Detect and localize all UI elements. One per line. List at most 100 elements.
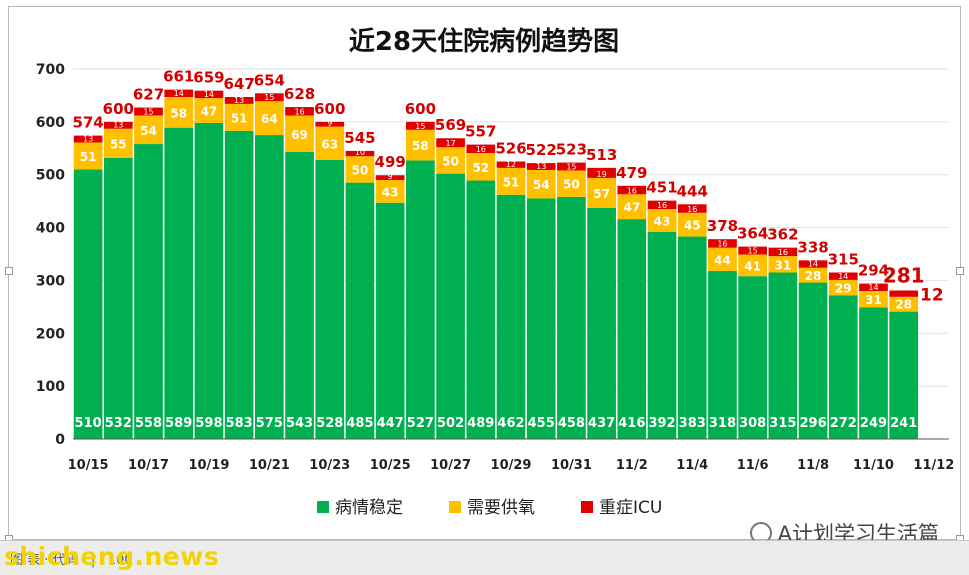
data-label-stable: 437 <box>588 416 615 431</box>
data-label-icu: 16 <box>687 205 697 214</box>
bar-segment <box>768 247 798 257</box>
data-label-oxygen: 63 <box>321 137 338 151</box>
resize-handle-right[interactable] <box>956 267 964 275</box>
bar-segment <box>285 107 314 116</box>
data-label-oxygen: 31 <box>775 258 792 272</box>
bar-segment <box>828 279 858 296</box>
data-label-icu: 15 <box>566 162 576 171</box>
data-label-oxygen: 43 <box>654 214 671 228</box>
data-label-total: 545 <box>344 129 375 147</box>
data-label-stable: 502 <box>437 416 464 431</box>
x-tick-label: 10/23 <box>309 458 350 473</box>
data-label-icu: 15 <box>264 93 274 102</box>
legend-swatch <box>449 501 461 513</box>
data-label-stable: 383 <box>679 416 706 431</box>
data-label-total: 654 <box>254 71 285 89</box>
data-label-icu: 15 <box>143 108 153 117</box>
data-label-icu: 9 <box>327 119 332 128</box>
data-label-icu: 16 <box>717 240 727 249</box>
bar-segment <box>406 129 435 161</box>
legend-label: 需要供氧 <box>467 498 535 518</box>
x-tick-label: 10/21 <box>249 458 290 473</box>
data-label-icu: 15 <box>415 122 425 131</box>
footer-bar: 图 表 · 代码 · | · 100 shicheng.news <box>0 540 969 575</box>
bar-segment <box>859 283 888 291</box>
data-label-oxygen: 52 <box>472 161 489 175</box>
data-label-icu: 13 <box>83 134 93 143</box>
data-label-total: 600 <box>314 100 345 118</box>
bar-segment <box>375 180 405 203</box>
data-label-stable: 272 <box>830 416 857 431</box>
bar-segment <box>828 272 858 280</box>
bar-segment <box>647 209 677 232</box>
bar-segment <box>496 161 526 168</box>
bar-segment <box>677 212 707 237</box>
data-label-oxygen: 31 <box>865 293 882 307</box>
bar-segment <box>798 267 828 283</box>
data-label-oxygen: 51 <box>231 111 248 125</box>
bar-segment <box>526 198 556 439</box>
data-label-icu: 16 <box>778 248 788 257</box>
data-label-total: 338 <box>797 238 828 256</box>
bar-segment <box>224 97 254 104</box>
data-label-oxygen: 28 <box>895 298 912 312</box>
data-label-total: 378 <box>707 217 738 235</box>
data-label-stable: 241 <box>890 416 917 431</box>
data-label-icu: 16 <box>294 108 304 117</box>
bar-segment <box>436 173 465 439</box>
bar-segment <box>526 169 556 199</box>
bar-segment <box>466 144 496 154</box>
data-label-oxygen: 41 <box>744 259 761 273</box>
chart-frame[interactable]: 近28天住院病例趋势图 0 100 200 300 400 500 600 700 510 51… <box>5 6 964 543</box>
data-label-stable: 447 <box>377 416 404 431</box>
bar-segment <box>224 130 254 439</box>
data-label-oxygen: 51 <box>503 175 520 189</box>
data-label-icu: 16 <box>476 145 486 154</box>
data-label-icu: 12 <box>506 160 516 169</box>
data-label-stable: 589 <box>165 416 192 431</box>
bar-segment <box>889 311 919 439</box>
x-tick-label: 10/19 <box>188 458 229 473</box>
y-tick-label: 700 <box>36 62 65 78</box>
data-label-oxygen: 58 <box>170 106 187 120</box>
data-label-icu: 19 <box>597 170 607 179</box>
x-tick-label: 10/15 <box>68 458 109 473</box>
data-label-oxygen: 57 <box>593 187 610 201</box>
data-label-total: 499 <box>375 153 406 171</box>
bar-segment <box>738 254 768 277</box>
bar-segment <box>436 147 465 174</box>
bar-segment <box>708 270 737 439</box>
resize-handle-left[interactable] <box>5 267 13 275</box>
bar-segment <box>526 163 556 170</box>
data-label-oxygen: 47 <box>623 201 640 215</box>
bar-segment <box>224 103 254 131</box>
legend: 病情稳定 需要供氧 重症ICU <box>317 498 662 518</box>
x-tick-label: 11/2 <box>616 458 648 473</box>
x-tick-label: 10/31 <box>551 458 592 473</box>
data-label-stable: 532 <box>105 416 132 431</box>
bar-segment <box>254 135 284 440</box>
data-label-stable: 485 <box>346 416 373 431</box>
bar-segment <box>708 239 737 248</box>
data-label-icu: 9 <box>388 172 393 181</box>
data-label-stable: 598 <box>195 416 222 431</box>
bar-segment <box>677 236 707 439</box>
bar-segment <box>254 101 284 136</box>
data-label-total: 444 <box>677 182 708 200</box>
data-label-icu: 12 <box>920 286 944 306</box>
data-label-oxygen: 50 <box>352 163 369 177</box>
x-tick-label: 11/10 <box>853 458 894 473</box>
data-label-stable: 318 <box>709 416 736 431</box>
bar-segment <box>647 200 677 210</box>
data-label-stable: 558 <box>135 416 162 431</box>
x-tick-label: 11/6 <box>737 458 769 473</box>
bar-segment <box>496 194 526 439</box>
data-label-stable: 528 <box>316 416 343 431</box>
data-label-total: 315 <box>828 251 859 269</box>
bar-segment <box>103 128 133 158</box>
footer-toolbar: 图 表 · 代码 · | · 100 <box>10 553 133 568</box>
data-label-oxygen: 69 <box>291 128 308 142</box>
data-label-stable: 489 <box>467 416 494 431</box>
data-label-oxygen: 28 <box>805 269 822 283</box>
data-label-oxygen: 54 <box>533 178 550 192</box>
